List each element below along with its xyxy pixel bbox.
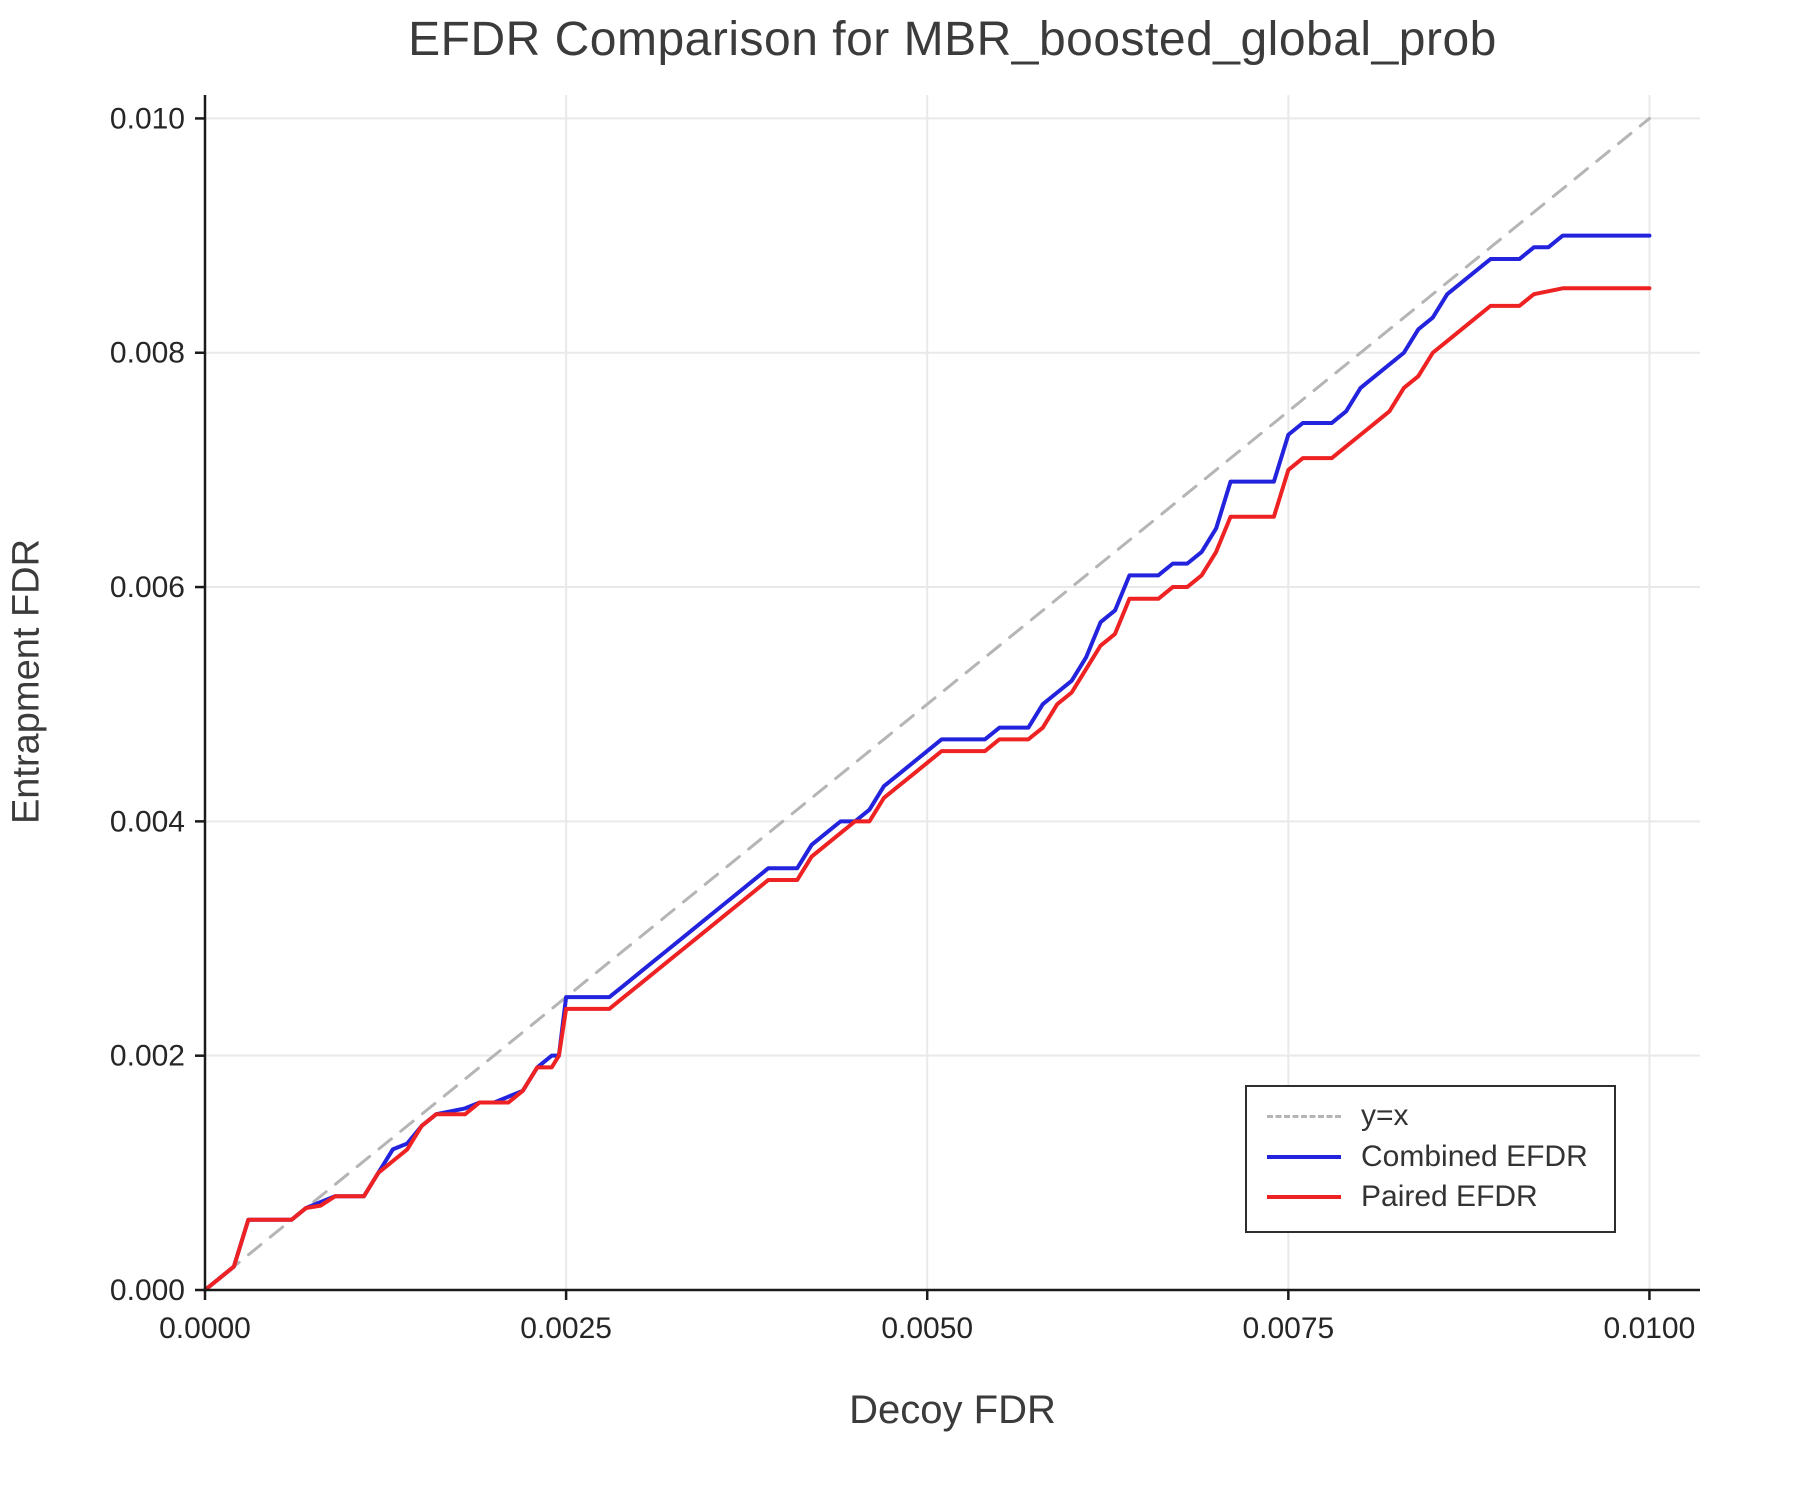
x-tick-label: 0.0025 [520, 1312, 612, 1345]
y-tick-label: 0.008 [110, 337, 185, 370]
legend-item-paired-efdr: Paired EFDR [1267, 1180, 1588, 1215]
legend: y=x Combined EFDR Paired EFDR [1245, 1085, 1616, 1233]
series-line-y-x [203, 116, 1651, 1292]
x-tick-label: 0.0075 [1242, 1312, 1334, 1345]
x-tick-label: 0.0000 [159, 1312, 251, 1345]
legend-item-yx: y=x [1267, 1099, 1588, 1134]
series-line-paired-efdr [203, 286, 1652, 1292]
y-tick-label: 0.004 [110, 805, 185, 838]
x-tick-label: 0.0050 [881, 1312, 973, 1345]
series-line-combined-efdr [203, 233, 1652, 1292]
legend-line-sample-yx [1267, 1114, 1341, 1118]
x-axis-label: Decoy FDR [849, 1388, 1056, 1432]
x-tick-label: 0.0100 [1604, 1312, 1696, 1345]
legend-label-yx: y=x [1361, 1099, 1409, 1132]
y-tick-label: 0.000 [110, 1274, 185, 1307]
legend-label-paired-efdr: Paired EFDR [1361, 1180, 1538, 1213]
legend-line-sample-combined-efdr [1267, 1154, 1341, 1159]
chart-title: EFDR Comparison for MBR_boosted_global_p… [408, 13, 1497, 66]
legend-label-combined-efdr: Combined EFDR [1361, 1139, 1588, 1173]
y-tick-label: 0.006 [110, 571, 185, 604]
legend-item-combined-efdr: Combined EFDR [1267, 1140, 1588, 1175]
y-tick-label: 0.010 [110, 102, 185, 135]
y-tick-label: 0.002 [110, 1040, 185, 1073]
legend-line-sample-paired-efdr [1267, 1195, 1341, 1200]
